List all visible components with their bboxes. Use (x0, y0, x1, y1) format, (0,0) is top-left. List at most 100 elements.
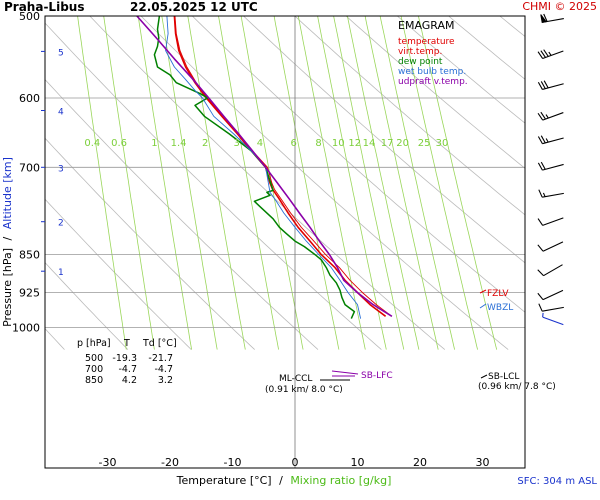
wind-barb (540, 13, 564, 23)
altitude-tick-label: 2 (58, 219, 64, 229)
legend: EMAGRAM temperature virt.temp. dew point… (398, 19, 468, 87)
table-header-p: p [hPa] (77, 338, 111, 349)
x-tick-labels: -30 -20 -10 0 10 20 30 (99, 456, 490, 469)
mixing-ratio-label: 17 (381, 138, 394, 149)
dry-adiabat (89, 16, 446, 350)
dry-adiabat (191, 16, 525, 313)
mixing-ratio-line (77, 16, 127, 350)
mixing-ratio-line (333, 16, 405, 350)
mixing-ratio-line (297, 16, 366, 350)
wind-barb (537, 49, 564, 60)
wind-barb (538, 303, 564, 312)
mixing-ratio-label: 4 (257, 138, 263, 149)
table-cell: 4.2 (122, 375, 137, 386)
grid-lines (45, 16, 525, 468)
mixing-ratio-label: 3 (234, 138, 240, 149)
mixing-ratio-label: 20 (396, 138, 409, 149)
sb-lfc-label: SB-LFC (361, 371, 393, 381)
mixing-ratio-label: 14 (363, 138, 376, 149)
updraft-vtemp-line (136, 16, 393, 317)
pressure-tick-label: 500 (19, 10, 40, 23)
x-tick-label: -10 (224, 456, 242, 469)
profile-series (136, 16, 393, 319)
mixing-ratio-line (161, 16, 218, 350)
legend-item-updraft: udpraft v.temp. (398, 77, 468, 87)
sb-lcl-marker (480, 374, 488, 379)
mixing-ratio-label: 2 (202, 138, 208, 149)
mixing-ratio-label: 1 (151, 138, 157, 149)
mixing-ratio-label: 1.4 (171, 138, 187, 149)
mixing-ratio-label: 10 (332, 138, 345, 149)
pressure-tick-label: 600 (19, 92, 40, 105)
wind-barb (537, 217, 564, 226)
x-tick-label: -30 (99, 456, 117, 469)
mixing-ratio-line (400, 16, 478, 350)
wind-barb (537, 111, 564, 121)
svg-text:Pressure [hPa] / A: Pressure [hPa] / Altitude [km] (1, 157, 14, 327)
x-tick-label: 0 (292, 456, 299, 469)
dry-adiabats (45, 0, 600, 350)
wbzl-label: WBZL (487, 303, 513, 313)
mixing-ratio-line (417, 16, 498, 350)
dry-adiabat (396, 16, 525, 124)
pressure-tick-labels: 500 600 700 850 925 1000 (12, 10, 40, 335)
mixing-ratio-line (187, 16, 246, 350)
wet-bulb-line (165, 16, 362, 319)
y-label-sep: / (1, 236, 14, 240)
mixing-ratio-line (379, 16, 455, 350)
plot-frame (44, 15, 526, 469)
mixing-ratio-line (103, 16, 155, 350)
x-label-temp: Temperature [°C] (176, 474, 272, 487)
mixing-ratio-label: 0.4 (84, 138, 100, 149)
table-cell: -4.7 (154, 364, 173, 375)
wind-barb (537, 161, 564, 171)
dry-adiabat (579, 0, 600, 350)
x-label-sep: / (279, 474, 283, 487)
surface-note: SFC: 304 m ASL (517, 476, 597, 487)
copyright-text: CHMI © 2025 (522, 0, 597, 13)
mixing-ratio-label: 25 (418, 138, 431, 149)
level-table: p [hPa] T Td [°C] 500 -19.3 -21.7 700 -4… (77, 338, 177, 386)
legend-title: EMAGRAM (398, 19, 455, 32)
wind-barb (537, 241, 564, 252)
ml-ccl-label-2: (0.91 km/ 8.0 °C) (265, 385, 343, 395)
legend-item-wet-bulb: wet bulb temp. (398, 67, 466, 77)
dry-adiabat (45, 261, 129, 350)
table-cell: 700 (85, 364, 103, 375)
wind-barbs (537, 13, 564, 326)
wind-barb (537, 80, 564, 90)
table-cell: -4.7 (118, 364, 137, 375)
table-header-t: T (123, 338, 130, 349)
dry-adiabat (294, 16, 525, 216)
dry-adiabat (242, 16, 525, 264)
dry-adiabat (447, 16, 525, 80)
wind-barb (538, 189, 564, 198)
table-cell: 500 (85, 353, 103, 364)
fzlv-marker (479, 289, 487, 294)
mixing-ratio-line (273, 16, 340, 350)
x-axis-label: Temperature [°C] / Mixing ratio [g/kg] (176, 474, 392, 487)
dry-adiabat (45, 198, 192, 350)
x-tick-label: 10 (351, 456, 365, 469)
table-header-td: Td [°C] (142, 338, 177, 349)
x-tick-label: -20 (161, 456, 179, 469)
table-cell: 850 (85, 375, 103, 386)
pressure-tick-label: 1000 (12, 322, 40, 335)
altitude-tick-label: 5 (58, 48, 64, 58)
altitude-tick-label: 1 (58, 268, 64, 278)
mixing-ratio-label: 12 (348, 138, 361, 149)
pressure-tick-label: 700 (19, 161, 40, 174)
mixing-ratio-label: 6 (291, 138, 297, 149)
dry-adiabat (45, 22, 382, 350)
mixing-ratio-label: 0.6 (111, 138, 127, 149)
wind-barb (537, 264, 563, 277)
pressure-tick-label: 850 (19, 249, 40, 262)
datetime-title: 22.05.2025 12 UTC (130, 0, 258, 14)
wbzl-marker (479, 303, 487, 309)
table-cell: -19.3 (112, 353, 137, 364)
dry-adiabat (345, 16, 525, 169)
mixing-ratio-label: 8 (315, 138, 321, 149)
y-label-pressure: Pressure [hPa] (1, 248, 14, 327)
y-label-altitude: Altitude [km] (1, 157, 14, 229)
wind-barb (537, 135, 564, 145)
